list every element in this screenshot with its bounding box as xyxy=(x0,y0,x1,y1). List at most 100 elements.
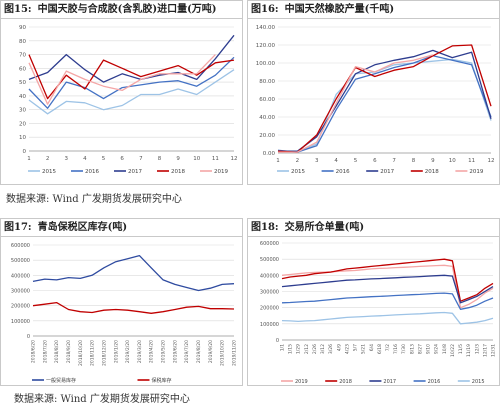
y-tick-label: 120.00 xyxy=(256,43,276,49)
x-tick-label: 2019/7/20 xyxy=(184,340,190,363)
x-tick-label: 11/19 xyxy=(466,344,472,357)
y-tick-label: 40.00 xyxy=(259,115,275,121)
x-tick-label: 3 xyxy=(65,156,69,162)
x-tick-label: 2019/2/20 xyxy=(125,340,131,363)
y-tick-label: 300000 xyxy=(260,290,279,296)
legend-item: 2019 xyxy=(281,379,308,385)
y-tick-label: 90 xyxy=(19,25,26,31)
x-tick-label: 2 xyxy=(296,158,300,164)
series-line-2018 xyxy=(277,44,492,153)
legend-item: 2015 xyxy=(277,169,305,175)
x-tick-label: 7/2 xyxy=(385,344,391,351)
x-tick-label: 2018/10/20 xyxy=(78,340,84,366)
y-tick-label: 20.00 xyxy=(259,133,275,139)
x-tick-label: 2018/7/20 xyxy=(42,340,48,363)
x-tick-label: 6 xyxy=(373,158,377,164)
figure-number: 图18: xyxy=(251,222,279,233)
x-tick-label: 8 xyxy=(158,156,162,162)
series-line-2016 xyxy=(281,292,494,310)
series-line-2018 xyxy=(281,258,494,302)
series-line-2016 xyxy=(277,55,492,153)
figure-number: 图17: xyxy=(4,222,32,233)
y-tick-label: 140.00 xyxy=(256,25,276,31)
legend-label: 2018 xyxy=(425,169,439,175)
x-tick-label: 9/10 xyxy=(426,344,432,354)
figure-18-panel: 图18: 交易所仓单量(吨) 0 100000 200000 300000 400000 5… xyxy=(247,218,500,386)
x-tick-label: 2018/8/20 xyxy=(54,340,60,363)
y-tick-label: 20 xyxy=(19,121,26,127)
legend-label: 2017 xyxy=(383,379,396,385)
figure-title: 青岛保税区库存(吨) xyxy=(37,222,128,233)
legend-label: 2017 xyxy=(128,169,142,175)
y-tick-label: 600000 xyxy=(11,243,30,249)
legend-item: 2018 xyxy=(157,169,185,175)
y-tick-label: 100.00 xyxy=(256,61,276,67)
series-line-2015 xyxy=(281,311,494,325)
legend-label: 2018 xyxy=(339,379,352,385)
x-tick-label: 5 xyxy=(102,156,106,162)
legend-item: 保税库存 xyxy=(137,377,172,384)
y-tick-label: 0 xyxy=(27,334,30,340)
legend-label: 一般贸易库存 xyxy=(46,377,76,384)
figure-title: 中国天胶与合成胶(含乳胶)进口量(万吨) xyxy=(37,4,217,15)
y-tick-label: 400000 xyxy=(260,273,279,279)
y-tick-label: 500000 xyxy=(260,257,279,263)
series-line-2019 xyxy=(28,54,216,105)
y-tick-label: 10 xyxy=(19,135,26,141)
legend-item: 2016 xyxy=(413,379,441,385)
series-line-2019 xyxy=(278,54,434,153)
y-tick-label: 80.00 xyxy=(259,79,275,85)
legend-label: 2016 xyxy=(336,169,350,175)
legend-label: 2015 xyxy=(291,169,305,175)
legend-label: 2015 xyxy=(472,379,485,385)
legend-item: 2016 xyxy=(321,169,350,175)
y-tick-label: 60.00 xyxy=(259,97,275,103)
figure-16-header: 图16: 中国天然橡胶产量(千吨) xyxy=(248,1,499,19)
legend-label: 2016 xyxy=(428,379,441,385)
x-tick-label: 2019/3/20 xyxy=(137,340,143,363)
x-tick-label: 6/4 xyxy=(369,344,375,351)
x-tick-label: 6/18 xyxy=(377,344,383,354)
series-line-2015 xyxy=(28,69,235,115)
figure-15-panel: 图15: 中国天胶与合成胶(含乳胶)进口量(万吨) 0 10 20 30 40 50 60 70… xyxy=(0,0,243,185)
x-tick-label: 11 xyxy=(468,158,475,164)
y-tick-label: 50 xyxy=(19,80,26,86)
x-tick-label: 12/31 xyxy=(491,344,497,357)
legend-item: 2015 xyxy=(28,169,56,175)
legend-label: 保税库存 xyxy=(152,377,172,384)
x-tick-label: 2018/11/20 xyxy=(90,340,96,366)
x-tick-label: 8 xyxy=(412,158,416,164)
x-tick-label: 7/16 xyxy=(393,344,399,354)
series-line-2017 xyxy=(28,34,235,83)
x-tick-label: 2019/4/20 xyxy=(149,340,155,363)
figure-number: 图15: xyxy=(4,4,32,15)
x-tick-label: 2019/8/20 xyxy=(196,340,202,363)
figure-15-header: 图15: 中国天胶与合成胶(含乳胶)进口量(万吨) xyxy=(1,1,242,19)
x-tick-label: 2019/1/20 xyxy=(113,340,119,363)
figure-number: 图16: xyxy=(251,4,279,15)
series-line-一般贸易库存 xyxy=(32,254,235,292)
x-tick-label: 10/22 xyxy=(450,344,456,357)
x-tick-label: 4 xyxy=(334,158,338,164)
legend-item: 2017 xyxy=(366,169,395,175)
x-tick-label: 12/3 xyxy=(474,344,480,354)
x-tick-label: 2018/12/20 xyxy=(101,340,107,366)
x-tick-label: 7/30 xyxy=(401,344,407,354)
figure-title: 中国天然橡胶产量(千吨) xyxy=(284,4,395,15)
x-tick-label: 2019/11/20 xyxy=(232,340,238,366)
y-tick-label: 80 xyxy=(19,39,26,45)
x-tick-label: 2019/9/20 xyxy=(208,340,214,363)
figure-title: 交易所仓单量(吨) xyxy=(284,222,365,233)
x-tick-label: 1 xyxy=(27,156,31,162)
x-tick-label: 11/5 xyxy=(458,344,464,354)
legend-label: 2019 xyxy=(469,169,483,175)
x-tick-label: 1/1 xyxy=(280,344,286,351)
x-tick-label: 10 xyxy=(193,156,200,162)
chart-16-plot: 0.00 20.00 40.00 60.00 80.00 100.00 120.00 140.… xyxy=(256,25,495,175)
x-tick-label: 2/26 xyxy=(312,344,318,354)
x-tick-label: 12/17 xyxy=(482,344,488,357)
series-line-2017 xyxy=(278,49,492,152)
y-tick-label: 400000 xyxy=(11,273,30,279)
x-tick-label: 10 xyxy=(449,158,456,164)
